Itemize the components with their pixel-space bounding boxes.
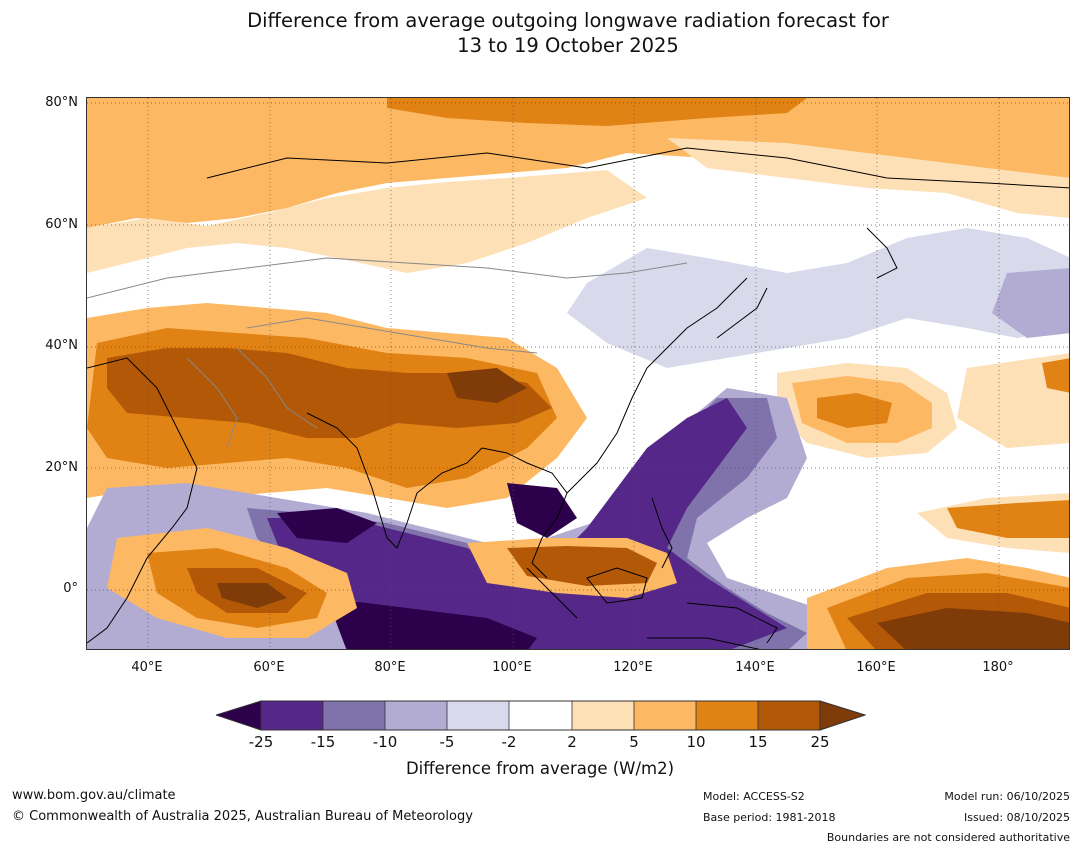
region-se-darkest bbox=[877, 608, 1069, 649]
base-period: Base period: 1981-2018 bbox=[703, 811, 836, 824]
region-central-dark-orange bbox=[107, 348, 552, 438]
lat-label-40n: 40°N bbox=[45, 338, 78, 353]
colorbar-outline bbox=[260, 700, 821, 731]
colorbar-swatch-lavender bbox=[385, 701, 447, 730]
colorbar-tick-label: 2 bbox=[567, 733, 577, 751]
graticule bbox=[87, 98, 1069, 649]
colorbar-tick-label: -25 bbox=[248, 733, 274, 751]
lon-label-100e: 100°E bbox=[492, 660, 532, 675]
coast-kamchatka bbox=[866, 227, 898, 279]
colorbar-extend-max bbox=[819, 700, 866, 731]
region-sea-darkest bbox=[507, 483, 577, 538]
lon-label-60e: 60°E bbox=[253, 660, 285, 675]
lon-label-80e: 80°E bbox=[374, 660, 406, 675]
colorbar-swatch-orange bbox=[696, 701, 758, 730]
colorbar-swatch-pale-lavender bbox=[447, 701, 509, 730]
coast-borneo bbox=[586, 567, 648, 604]
lon-label-120e: 120°E bbox=[613, 660, 653, 675]
region-north-light-orange bbox=[87, 98, 1069, 228]
model-name: Model: ACCESS-S2 bbox=[703, 790, 805, 803]
colorbar-tick-label: -15 bbox=[310, 733, 336, 751]
map-svg bbox=[87, 98, 1069, 649]
lat-label-80n: 80°N bbox=[45, 95, 78, 110]
coast-philippines bbox=[651, 497, 673, 569]
colorbar-tick-label: 25 bbox=[810, 733, 830, 751]
colorbar-swatch-neutral bbox=[509, 701, 572, 730]
website-link[interactable]: www.bom.gov.au/climate bbox=[12, 788, 176, 803]
lon-label-160e: 160°E bbox=[856, 660, 896, 675]
region-east-pale-orange bbox=[957, 353, 1069, 448]
colorbar bbox=[216, 700, 866, 731]
lat-label-0: 0° bbox=[63, 581, 78, 596]
coast-sumatra bbox=[526, 567, 578, 619]
coast-india bbox=[306, 412, 483, 549]
coast-newguinea bbox=[686, 602, 778, 644]
region-indian-darkest bbox=[277, 508, 377, 543]
region-pacific-dark-orange bbox=[817, 393, 892, 428]
region-south-darkest bbox=[327, 598, 537, 649]
coast-arabia-africa bbox=[87, 357, 198, 644]
region-north-pale bbox=[87, 170, 647, 273]
colorbar-swatch-light-orange bbox=[634, 701, 696, 730]
coast-australia bbox=[647, 637, 761, 649]
lat-label-20n: 20°N bbox=[45, 460, 78, 475]
coast-japan bbox=[716, 287, 768, 339]
region-ep-orange bbox=[947, 500, 1069, 538]
colorbar-tick-label: -5 bbox=[439, 733, 455, 751]
model-run-date: Model run: 06/10/2025 bbox=[944, 790, 1070, 803]
region-northeast-lavender-2 bbox=[992, 268, 1069, 338]
olr-anomaly-map bbox=[86, 97, 1070, 650]
country-boundaries bbox=[87, 257, 688, 449]
lon-label-180: 180° bbox=[982, 660, 1014, 675]
colorbar-tick-label: 15 bbox=[748, 733, 768, 751]
region-east-orange bbox=[1042, 358, 1069, 393]
coast-china bbox=[566, 277, 748, 494]
colorbar-swatch-pale-orange bbox=[572, 701, 634, 730]
lon-label-140e: 140°E bbox=[735, 660, 775, 675]
colorbar-tick-label: -10 bbox=[372, 733, 398, 751]
region-northeast-lavender bbox=[567, 228, 1069, 368]
copyright-text: © Commonwealth of Australia 2025, Austra… bbox=[12, 809, 473, 824]
colorbar-dividers bbox=[322, 701, 759, 730]
colorbar-extend-min bbox=[216, 700, 262, 731]
issued-date: Issued: 08/10/2025 bbox=[963, 811, 1070, 824]
colorbar-swatch-purple bbox=[323, 701, 385, 730]
coast-arctic bbox=[206, 147, 1069, 189]
colorbar-swatch-deep-purple bbox=[261, 701, 323, 730]
region-central-darkest bbox=[447, 368, 527, 403]
region-io-darkest bbox=[217, 583, 287, 608]
region-north-orange bbox=[387, 98, 807, 126]
region-northeast-pale bbox=[667, 138, 1069, 218]
colorbar-tick-label: 5 bbox=[629, 733, 639, 751]
lat-label-60n: 60°N bbox=[45, 217, 78, 232]
colorbar-tick-label: 10 bbox=[686, 733, 706, 751]
colorbar-swatch-dark-orange bbox=[758, 701, 820, 730]
lon-label-40e: 40°E bbox=[131, 660, 163, 675]
colorbar-title: Difference from average (W/m2) bbox=[405, 759, 675, 778]
coastlines bbox=[87, 147, 1069, 649]
colorbar-tick-label: -2 bbox=[501, 733, 517, 751]
title-line-1: Difference from average outgoing longwav… bbox=[247, 9, 889, 32]
chart-title: Difference from average outgoing longwav… bbox=[0, 8, 1081, 58]
boundary-disclaimer: Boundaries are not considered authoritat… bbox=[826, 831, 1070, 844]
title-line-2: 13 to 19 October 2025 bbox=[457, 34, 679, 57]
